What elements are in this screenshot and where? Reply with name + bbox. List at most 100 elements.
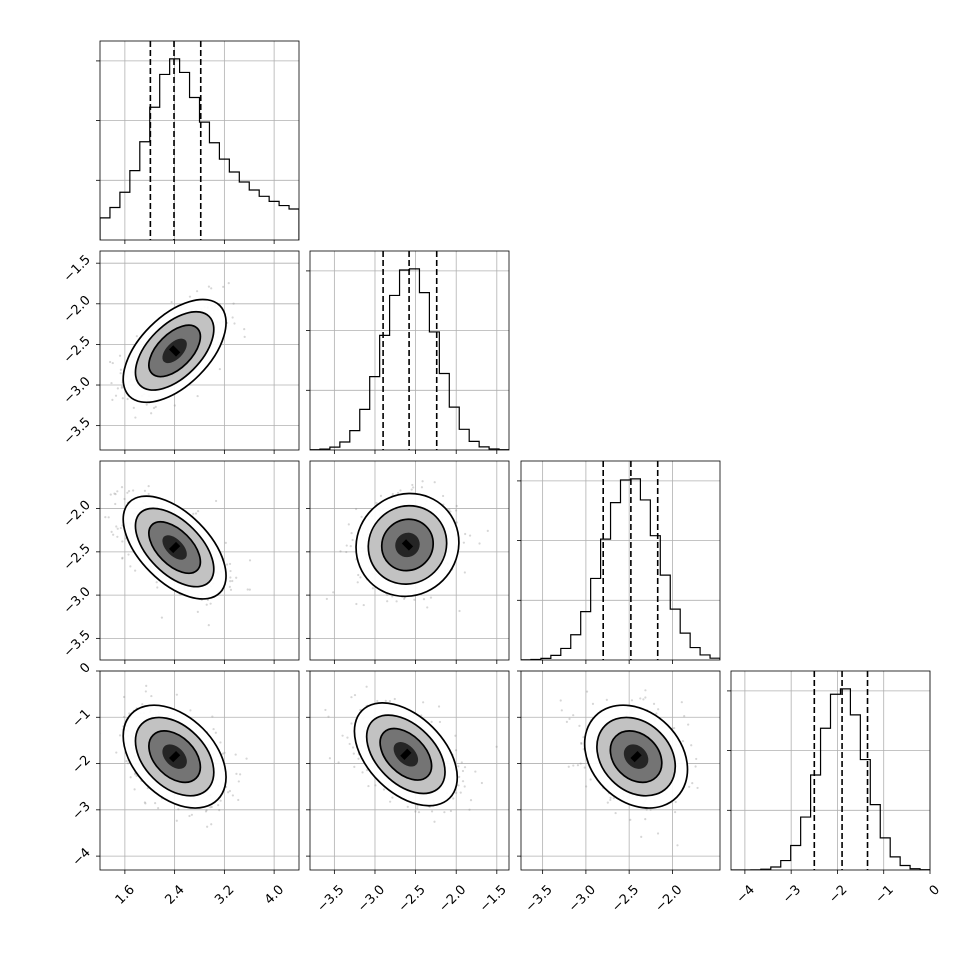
sample-point <box>495 745 498 748</box>
sample-point <box>355 507 358 511</box>
sample-point <box>192 512 195 515</box>
density-layer <box>104 485 252 627</box>
sample-point <box>246 588 249 591</box>
sample-point <box>606 801 609 804</box>
sample-point <box>116 490 119 493</box>
sample-point <box>583 766 586 769</box>
sample-point <box>107 516 110 519</box>
x-tick-label: 4.0 <box>262 882 287 907</box>
sample-point <box>455 791 458 795</box>
sample-point <box>391 595 394 598</box>
contour-group <box>122 298 227 404</box>
x-tick-label: −2.0 <box>436 882 469 915</box>
sample-point <box>118 354 122 357</box>
sample-point <box>461 769 465 773</box>
contour-level <box>380 518 435 572</box>
sample-point <box>120 486 124 489</box>
sample-point <box>455 504 458 508</box>
sample-point <box>327 715 330 718</box>
sample-point <box>206 825 209 828</box>
sample-point <box>464 532 467 536</box>
axes-frame <box>309 250 510 451</box>
sample-point <box>188 814 191 818</box>
contour-group <box>353 702 459 807</box>
sample-point <box>218 367 221 371</box>
sample-point <box>141 703 144 706</box>
sample-point <box>629 818 632 821</box>
sample-point <box>157 807 160 810</box>
sample-point <box>229 580 232 583</box>
sample-point <box>228 562 232 566</box>
sample-point <box>652 702 656 705</box>
sample-point <box>681 739 685 743</box>
sample-point <box>173 404 176 407</box>
sample-point <box>325 597 328 601</box>
sample-point <box>115 525 118 528</box>
sample-point <box>640 835 643 839</box>
sample-point <box>463 785 466 788</box>
sample-point <box>609 796 612 799</box>
sample-point <box>129 776 132 779</box>
y-tick-label: −2.0 <box>61 293 94 326</box>
sample-point <box>243 327 246 331</box>
sample-point <box>433 820 436 823</box>
sample-point <box>410 488 413 491</box>
sample-point <box>438 720 442 724</box>
sample-point <box>351 746 355 749</box>
sample-point <box>118 734 122 737</box>
sample-point <box>122 695 126 699</box>
contour-level <box>134 716 215 797</box>
axes-frame <box>309 670 510 871</box>
sample-point <box>361 771 364 774</box>
density-peak <box>400 748 412 760</box>
sample-point <box>212 727 215 731</box>
sample-point <box>379 494 383 497</box>
sample-point <box>353 765 356 768</box>
y-tick-label: −1 <box>70 707 94 731</box>
contour-group <box>122 704 227 809</box>
axes-frame <box>730 670 931 871</box>
sample-point <box>486 529 489 532</box>
sample-point <box>228 789 232 793</box>
sample-point <box>384 699 387 703</box>
histogram-step <box>731 688 930 870</box>
sample-point <box>578 724 581 727</box>
sample-point <box>245 757 248 760</box>
sample-point <box>469 799 473 802</box>
histogram-panel <box>96 40 300 244</box>
sample-point <box>119 368 123 371</box>
sample-point <box>417 811 421 814</box>
scatter-panel <box>306 460 510 664</box>
x-tick-label: −2.0 <box>653 882 686 915</box>
sample-point <box>452 797 455 800</box>
y-tick-label: −3.0 <box>61 584 94 617</box>
sample-point <box>147 485 150 488</box>
sample-point <box>126 397 129 401</box>
sample-point <box>371 587 374 590</box>
sample-point <box>248 559 252 562</box>
sample-point <box>145 684 148 687</box>
sample-point <box>459 791 462 794</box>
sample-point <box>126 491 129 494</box>
sample-point <box>462 541 465 544</box>
sample-point <box>143 489 147 492</box>
sample-point <box>232 302 235 305</box>
scatter-panel: −3.5 −3.0 −2.5 −2.0 −1.5 <box>61 250 300 454</box>
x-tick-label: −2.5 <box>609 882 642 915</box>
histogram-panel: −4 −3 −2 −1 0 <box>727 670 943 907</box>
sample-point <box>150 412 153 415</box>
sample-point <box>395 600 398 603</box>
sample-point <box>421 480 424 483</box>
sample-point <box>219 799 222 802</box>
sample-point <box>235 576 238 579</box>
density-layer <box>109 282 246 419</box>
sample-point <box>144 802 147 805</box>
sample-point <box>134 773 137 776</box>
sample-point <box>234 753 237 756</box>
sample-point <box>441 494 445 498</box>
x-tick-label: −1 <box>873 882 897 906</box>
sample-point <box>422 701 425 704</box>
sample-point <box>121 557 124 560</box>
sample-point <box>463 571 466 574</box>
